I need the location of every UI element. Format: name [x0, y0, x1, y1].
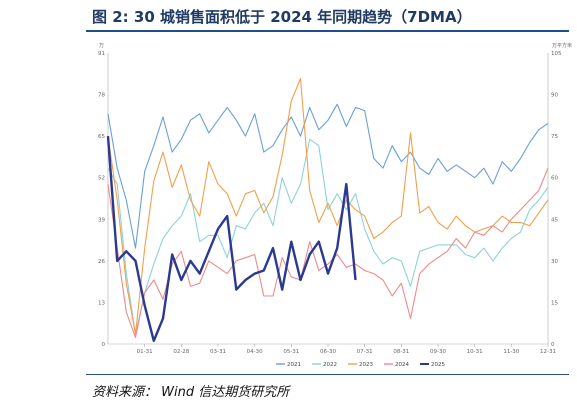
legend-label-2021: 2021 — [287, 362, 301, 368]
series-line-2025 — [106, 136, 357, 342]
series-layer — [106, 78, 549, 342]
left-tick-label: 91 — [98, 51, 105, 57]
x-tick-label: 12-31 — [540, 349, 556, 355]
x-axis-ticks: 01-31 02-28 03-31 04-30 05-31 06-30 07-31 08-31… — [137, 344, 556, 355]
page-title: 图 2: 30 城销售面积低于 2024 年同期趋势（7DMA） — [92, 8, 472, 26]
chart-frame — [107, 53, 549, 345]
x-tick-label: 04-30 — [247, 349, 263, 355]
left-axis-ticks: 91 78 65 52 39 26 13 0 — [98, 51, 106, 348]
series-line-2021 — [107, 103, 549, 249]
series-line-2022 — [107, 138, 549, 335]
legend-label-2022: 2022 — [323, 362, 337, 368]
x-tick-label: 09-30 — [430, 349, 446, 355]
right-tick-label: 105 — [551, 51, 562, 57]
x-tick-label: 08-31 — [393, 349, 409, 355]
left-axis-unit: 万 — [99, 43, 104, 49]
x-tick-label: 10-31 — [467, 349, 483, 355]
x-tick-label: 11-30 — [503, 349, 519, 355]
left-tick-label: 52 — [98, 176, 105, 182]
legend-label-2025: 2025 — [431, 362, 445, 368]
x-tick-label: 02-28 — [173, 349, 189, 355]
right-tick-label: 90 — [551, 93, 558, 99]
right-tick-label: 45 — [551, 217, 558, 223]
legend-label-2024: 2024 — [395, 362, 409, 368]
right-axis-ticks: 105 90 75 60 45 30 15 0 — [551, 51, 562, 348]
legend: 2021 2022 2023 2024 2025 — [276, 362, 445, 368]
left-tick-label: 39 — [98, 217, 105, 223]
x-tick-label: 05-31 — [283, 349, 299, 355]
source-divider — [86, 374, 569, 375]
right-tick-label: 75 — [551, 134, 558, 140]
left-tick-label: 78 — [98, 93, 105, 99]
right-tick-label: 0 — [551, 342, 555, 348]
x-tick-label: 07-31 — [357, 349, 373, 355]
x-tick-label: 01-31 — [137, 349, 153, 355]
legend-label-2023: 2023 — [359, 362, 373, 368]
left-tick-label: 13 — [98, 300, 105, 306]
right-tick-label: 15 — [551, 300, 558, 306]
right-tick-label: 60 — [551, 176, 558, 182]
x-tick-label: 03-31 — [210, 349, 226, 355]
right-axis-unit: 万平方米 — [552, 42, 572, 49]
title-divider — [86, 30, 569, 32]
left-tick-label: 0 — [102, 342, 106, 348]
series-line-2024 — [107, 167, 549, 339]
x-tick-label: 06-30 — [320, 349, 336, 355]
source-note: 资料来源： Wind 信达期货研究所 — [92, 385, 290, 400]
left-tick-label: 65 — [98, 134, 105, 140]
right-tick-label: 30 — [551, 259, 558, 265]
left-tick-label: 26 — [98, 259, 105, 265]
